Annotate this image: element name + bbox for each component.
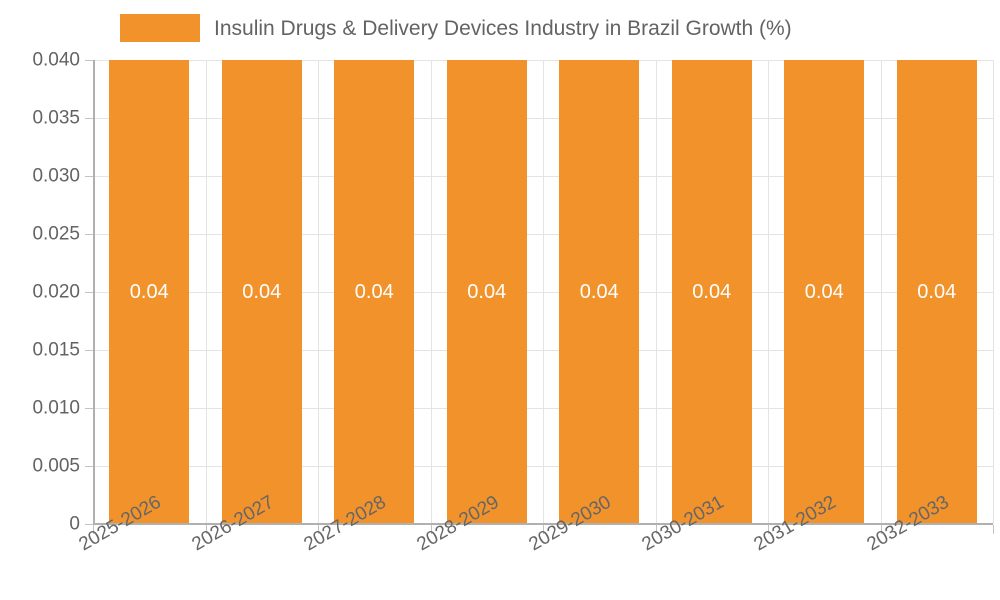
x-axis-tick-mark (543, 525, 544, 534)
y-axis-tick-label: 0.010 (32, 397, 80, 419)
y-axis-tick-label: 0.015 (32, 339, 80, 361)
y-axis-tick-mark (85, 292, 93, 293)
x-axis-tick-mark (993, 525, 994, 534)
y-axis-tick-label: 0.030 (32, 165, 80, 187)
x-axis-tick-mark (768, 525, 769, 534)
gridline-vertical (205, 60, 207, 524)
gridline-vertical (655, 60, 657, 524)
gridline-vertical (430, 60, 432, 524)
bar-value-label: 0.04 (692, 281, 732, 303)
x-axis-tick-mark (655, 525, 657, 534)
y-axis-tick-label: 0.025 (32, 223, 80, 245)
y-axis-tick-label: 0.035 (32, 107, 80, 129)
gridline-vertical (768, 60, 769, 524)
bar[interactable]: 0.04 (334, 60, 415, 524)
legend-label: Insulin Drugs & Delivery Devices Industr… (214, 16, 792, 40)
chart-legend: Insulin Drugs & Delivery Devices Industr… (120, 12, 792, 44)
gridline-vertical (318, 60, 319, 524)
y-axis-tick-labels: 0 0.005 0.010 0.015 0.020 0.025 0.030 0.035 0.04… (0, 0, 80, 600)
x-axis-line (93, 523, 993, 525)
y-axis-tick-mark (85, 234, 93, 235)
y-axis-tick-mark (85, 176, 93, 177)
y-axis-tick-mark (85, 60, 93, 61)
gridline-vertical (543, 60, 544, 524)
y-axis-tick-label: 0.040 (32, 49, 80, 71)
x-axis-tick-mark (205, 525, 207, 534)
bar-value-label: 0.04 (579, 281, 619, 303)
bar-value-label: 0.04 (242, 281, 282, 303)
x-axis-tick-mark (880, 525, 882, 534)
y-axis-tick-mark (85, 408, 93, 409)
x-axis-tick-mark (93, 525, 94, 534)
bar-value-label: 0.04 (354, 281, 394, 303)
y-axis-tick-mark (85, 118, 93, 119)
bar[interactable]: 0.04 (109, 60, 190, 524)
legend-color-swatch (120, 14, 200, 42)
plot-area: 0.04 0.04 0.04 0.04 0.04 0.04 0.04 0.04 (93, 60, 994, 525)
bar[interactable]: 0.04 (221, 60, 302, 524)
y-axis-tick-label: 0.005 (32, 455, 80, 477)
bar[interactable]: 0.04 (896, 60, 977, 524)
gridline-vertical (880, 60, 882, 524)
bar[interactable]: 0.04 (784, 60, 865, 524)
bar-value-label: 0.04 (917, 281, 957, 303)
y-axis-line (93, 60, 95, 525)
x-axis-tick-mark (430, 525, 432, 534)
y-axis-tick-mark (85, 524, 93, 525)
x-axis-tick-mark (318, 525, 319, 534)
bar[interactable]: 0.04 (559, 60, 640, 524)
gridline-vertical (993, 60, 994, 524)
bar-value-label: 0.04 (129, 281, 169, 303)
bar-value-label: 0.04 (804, 281, 844, 303)
y-axis-tick-label: 0.020 (32, 281, 80, 303)
bar[interactable]: 0.04 (446, 60, 527, 524)
bar-value-label: 0.04 (467, 281, 507, 303)
y-axis-tick-label: 0 (69, 513, 80, 535)
bar[interactable]: 0.04 (671, 60, 752, 524)
y-axis-tick-mark (85, 466, 93, 467)
y-axis-tick-mark (85, 350, 93, 351)
